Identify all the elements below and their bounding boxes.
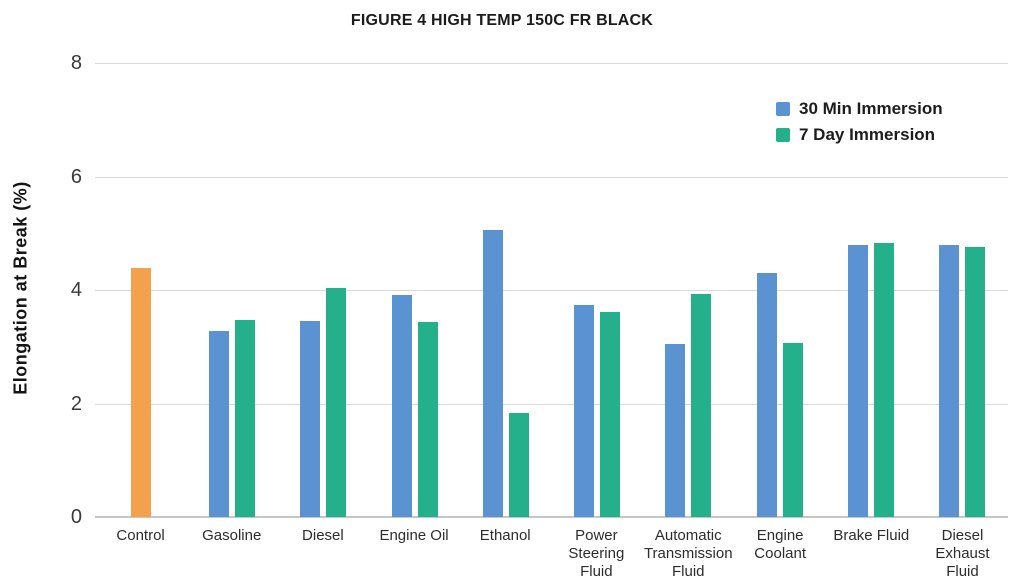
x-axis-label: Engine Coolant xyxy=(754,527,806,562)
legend-label: 7 Day Immersion xyxy=(799,125,936,144)
bar-7-day-immersion xyxy=(965,247,986,517)
y-tick-label: 8 xyxy=(70,52,82,74)
bar-7-day-immersion xyxy=(508,413,529,517)
legend: 30 Min Immersion 7 Day Immersion xyxy=(776,99,943,145)
gridline-y6 xyxy=(95,176,1008,178)
y-tick-label: 6 xyxy=(70,165,82,188)
legend-swatch-icon xyxy=(776,128,790,142)
y-tick-label: 0 xyxy=(70,506,82,528)
legend-label: 30 Min Immersion xyxy=(799,99,943,118)
bar-control xyxy=(130,268,151,517)
bar-7-day-immersion xyxy=(326,288,347,517)
bar-7-day-immersion xyxy=(600,311,621,517)
bar-30-min-immersion xyxy=(482,230,503,517)
y-axis-ticks: 0 2 4 6 8 xyxy=(0,0,82,583)
bar-7-day-immersion xyxy=(782,342,803,517)
x-axis-label: Control xyxy=(116,527,165,544)
gridline-y8 xyxy=(95,63,1008,64)
plot-area: 30 Min Immersion 7 Day Immersion xyxy=(95,63,1008,518)
x-axis-label: Automatic Transmission Fluid xyxy=(643,527,733,580)
y-tick-label: 4 xyxy=(70,279,82,301)
bar-30-min-immersion xyxy=(208,331,229,517)
category-slot-gasoline xyxy=(186,63,277,517)
bar-30-min-immersion xyxy=(756,272,777,517)
bar-30-min-immersion xyxy=(391,295,412,517)
bar-30-min-immersion xyxy=(848,244,869,517)
category-slot-control xyxy=(95,63,186,517)
legend-swatch-icon xyxy=(776,102,790,116)
bar-7-day-immersion xyxy=(691,293,712,517)
gridline-y4 xyxy=(95,290,1008,291)
bar-30-min-immersion xyxy=(300,321,321,517)
x-axis-label: Engine Oil xyxy=(379,527,449,544)
category-slot-brake-fluid xyxy=(825,63,916,517)
category-slot-engine-oil xyxy=(369,63,460,517)
x-axis-line xyxy=(95,516,1008,518)
category-slot-ethanol xyxy=(460,63,551,517)
x-axis-label: Brake Fluid xyxy=(833,527,910,544)
category-slot-power-steering-fluid xyxy=(551,63,642,517)
x-axis-label: Ethanol xyxy=(479,527,531,544)
bar-30-min-immersion xyxy=(574,305,595,517)
bar-7-day-immersion xyxy=(234,319,255,517)
bars-container xyxy=(95,63,1008,517)
x-axis-label: Power Steering Fluid xyxy=(568,527,625,580)
x-axis-labels: Control Gasoline Diesel Engine Oil Ethanol Po… xyxy=(95,527,1008,581)
bar-30-min-immersion xyxy=(665,343,686,517)
y-tick-label: 2 xyxy=(70,392,82,415)
category-slot-diesel xyxy=(278,63,369,517)
category-slot-automatic-transmission-fluid xyxy=(643,63,734,517)
bar-7-day-immersion xyxy=(417,322,438,517)
legend-item: 30 Min Immersion xyxy=(776,99,943,119)
chart-title: FIGURE 4 HIGH TEMP 150C FR BLACK xyxy=(350,12,654,29)
gridline-y2 xyxy=(95,403,1008,405)
x-axis-label: Diesel xyxy=(302,527,344,544)
bar-7-day-immersion xyxy=(874,242,895,517)
category-slot-engine-coolant xyxy=(734,63,825,517)
x-axis-label: Diesel Exhaust Fluid xyxy=(935,527,990,580)
x-axis-label: Gasoline xyxy=(202,527,262,544)
legend-item: 7 Day Immersion xyxy=(776,125,943,145)
category-slot-diesel-exhaust-fluid xyxy=(917,63,1008,517)
bar-30-min-immersion xyxy=(939,244,960,517)
